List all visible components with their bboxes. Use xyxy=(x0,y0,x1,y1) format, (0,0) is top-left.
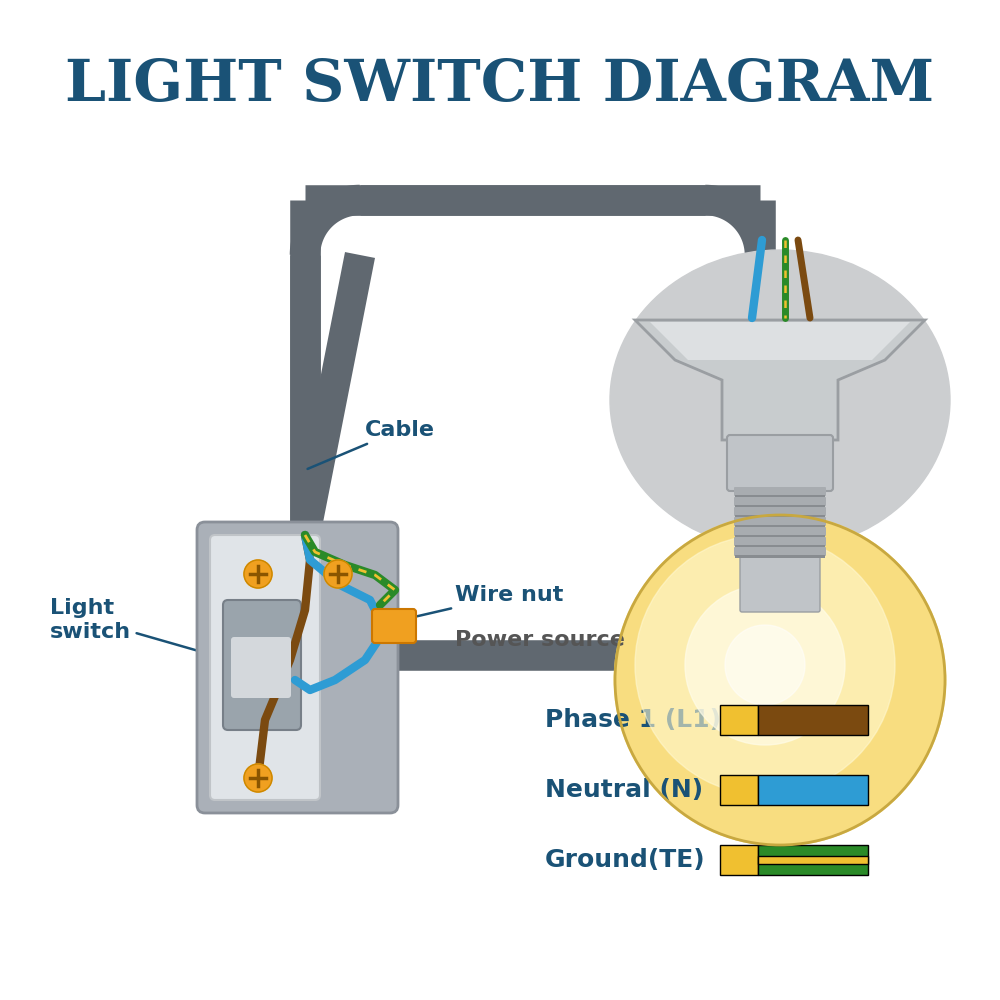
FancyBboxPatch shape xyxy=(734,547,826,556)
Polygon shape xyxy=(635,320,925,440)
FancyBboxPatch shape xyxy=(734,497,826,506)
FancyBboxPatch shape xyxy=(735,505,825,508)
FancyBboxPatch shape xyxy=(735,535,825,538)
FancyBboxPatch shape xyxy=(720,845,758,875)
Circle shape xyxy=(244,560,272,588)
Text: LIGHT SWITCH DIAGRAM: LIGHT SWITCH DIAGRAM xyxy=(65,57,935,113)
Text: Ground(TE): Ground(TE) xyxy=(545,848,706,872)
FancyBboxPatch shape xyxy=(734,517,826,526)
FancyBboxPatch shape xyxy=(740,553,820,612)
Circle shape xyxy=(635,535,895,795)
Text: Phase 1 (L1): Phase 1 (L1) xyxy=(545,708,721,732)
Text: Power source: Power source xyxy=(455,630,625,650)
Text: Light
switch: Light switch xyxy=(50,598,227,659)
Circle shape xyxy=(725,625,805,705)
Circle shape xyxy=(685,585,845,745)
FancyBboxPatch shape xyxy=(734,537,826,546)
Circle shape xyxy=(244,764,272,792)
FancyBboxPatch shape xyxy=(727,435,833,491)
FancyBboxPatch shape xyxy=(758,705,868,735)
FancyBboxPatch shape xyxy=(735,515,825,518)
Ellipse shape xyxy=(610,250,950,550)
Text: Neutral (N): Neutral (N) xyxy=(545,778,703,802)
FancyBboxPatch shape xyxy=(720,705,758,735)
FancyBboxPatch shape xyxy=(197,522,398,813)
FancyBboxPatch shape xyxy=(734,507,826,516)
FancyBboxPatch shape xyxy=(210,535,320,800)
Polygon shape xyxy=(650,322,910,360)
FancyBboxPatch shape xyxy=(720,775,758,805)
FancyBboxPatch shape xyxy=(735,545,825,548)
FancyBboxPatch shape xyxy=(758,845,868,875)
FancyBboxPatch shape xyxy=(223,600,301,730)
FancyBboxPatch shape xyxy=(735,495,825,498)
Circle shape xyxy=(615,515,945,845)
Text: Wire nut: Wire nut xyxy=(378,585,563,625)
FancyBboxPatch shape xyxy=(372,609,416,643)
FancyBboxPatch shape xyxy=(231,637,291,698)
Circle shape xyxy=(324,560,352,588)
Text: Cable: Cable xyxy=(308,420,435,469)
FancyBboxPatch shape xyxy=(734,487,826,496)
FancyBboxPatch shape xyxy=(734,527,826,536)
FancyBboxPatch shape xyxy=(758,856,868,864)
FancyBboxPatch shape xyxy=(735,525,825,528)
FancyBboxPatch shape xyxy=(735,555,825,558)
FancyBboxPatch shape xyxy=(758,775,868,805)
